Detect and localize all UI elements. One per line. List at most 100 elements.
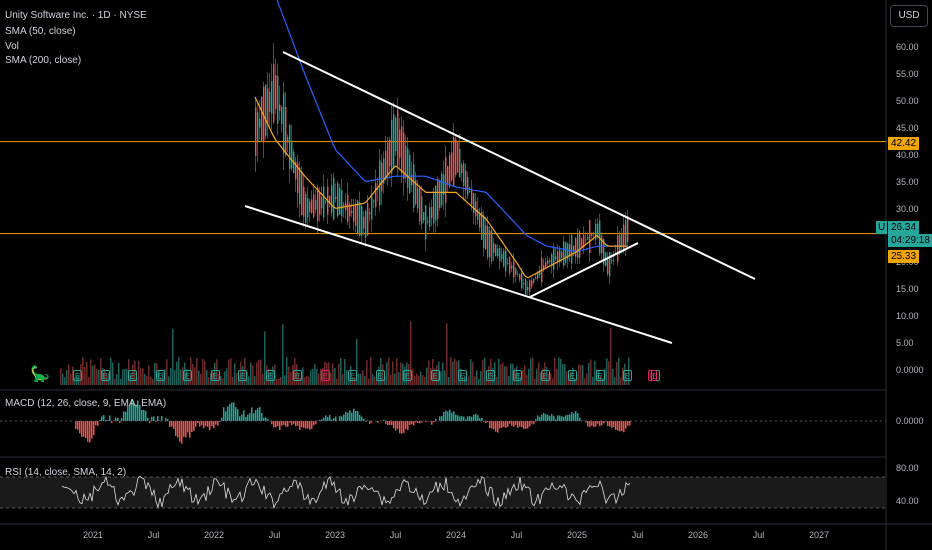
- candle-body: [421, 196, 423, 225]
- volume-bar: [208, 377, 210, 385]
- earnings-marker-icon[interactable]: E: [513, 370, 522, 381]
- earnings-marker-icon[interactable]: E: [128, 370, 137, 381]
- macd-bar: [475, 413, 477, 421]
- upcoming-earnings-icon[interactable]: E: [648, 370, 657, 381]
- candle-body: [261, 96, 263, 141]
- volume-bar: [94, 364, 96, 385]
- volume-bar: [138, 360, 140, 385]
- rsi-legend[interactable]: RSI (14, close, SMA, 14, 2): [5, 467, 127, 478]
- macd-bar: [477, 415, 479, 421]
- volume-bar: [236, 372, 238, 385]
- earnings-marker-icon[interactable]: E: [458, 370, 467, 381]
- macd-bar: [221, 417, 223, 421]
- tradingview-logo-icon[interactable]: 🦕: [30, 366, 50, 383]
- volume-bar: [374, 376, 376, 385]
- volume-bar: [506, 366, 508, 385]
- earnings-marker-icon[interactable]: E: [485, 370, 495, 381]
- candle-body: [455, 139, 457, 175]
- macd-bar: [109, 415, 111, 421]
- macd-bar: [191, 421, 193, 433]
- candle-body: [429, 207, 431, 227]
- price-axis-label: 50.00: [896, 95, 919, 106]
- earnings-marker-icon[interactable]: E: [403, 370, 412, 381]
- symbol-title[interactable]: Unity Software Inc. · 1D · NYSE: [5, 10, 147, 21]
- macd-bar: [341, 416, 343, 421]
- volume-bar: [592, 376, 594, 385]
- volume-bar: [402, 363, 404, 385]
- volume-bar: [484, 357, 486, 385]
- sma50-legend[interactable]: SMA (50, close): [5, 26, 76, 37]
- macd-bar: [259, 406, 261, 421]
- macd-bar: [309, 421, 311, 430]
- macd-bar: [471, 416, 473, 421]
- earnings-marker-icon[interactable]: E: [320, 370, 330, 381]
- macd-bar: [117, 417, 119, 421]
- macd-legend[interactable]: MACD (12, 26, close, 9, EMA, EMA): [5, 398, 167, 409]
- earnings-marker-icon[interactable]: E: [73, 370, 82, 381]
- volume-legend[interactable]: Vol: [5, 41, 19, 52]
- earnings-marker-icon[interactable]: E: [430, 370, 440, 381]
- earnings-marker-icon[interactable]: E: [540, 370, 550, 381]
- volume-bar: [184, 362, 186, 385]
- volume-bar: [142, 368, 144, 385]
- candle-body: [563, 241, 565, 266]
- macd-bar: [187, 421, 189, 433]
- earnings-marker-icon[interactable]: E: [210, 370, 220, 381]
- candle-body: [525, 279, 527, 295]
- macd-bar: [123, 411, 125, 421]
- volume-bar: [302, 367, 304, 385]
- macd-bar: [439, 416, 441, 421]
- macd-bar: [399, 421, 401, 434]
- macd-bar: [431, 421, 433, 425]
- sma200-legend[interactable]: SMA (200, close): [5, 55, 82, 66]
- earnings-marker-icon[interactable]: E: [348, 370, 357, 381]
- volume-bar: [252, 365, 254, 385]
- earnings-marker-icon[interactable]: E: [293, 370, 302, 381]
- volume-bar: [112, 362, 114, 385]
- candle-body: [531, 280, 533, 287]
- macd-bar: [533, 421, 535, 425]
- macd-bar: [267, 419, 269, 421]
- earnings-marker-icon[interactable]: E: [100, 370, 110, 381]
- volume-bar: [98, 369, 100, 385]
- price-axis-label: 30.00: [896, 203, 919, 214]
- macd-bar: [237, 409, 239, 421]
- time-axis-label: Jul: [631, 530, 644, 540]
- volume-bar: [120, 378, 122, 385]
- candle-body: [367, 203, 369, 236]
- volume-bar: [482, 359, 484, 385]
- candle-body: [449, 155, 451, 187]
- macd-bar: [463, 416, 465, 421]
- candle-body: [387, 142, 389, 175]
- earnings-marker-icon[interactable]: E: [265, 370, 275, 381]
- candle-body: [459, 148, 461, 178]
- macd-bar: [427, 421, 429, 422]
- macd-bar: [443, 411, 445, 421]
- volume-bar: [304, 377, 306, 385]
- volume-bar: [270, 372, 272, 385]
- macd-bar: [293, 421, 295, 424]
- candle-body: [549, 260, 551, 262]
- earnings-marker-icon[interactable]: E: [595, 370, 605, 381]
- time-axis-label: Jul: [752, 530, 765, 540]
- earnings-marker-icon[interactable]: E: [183, 370, 192, 381]
- macd-bar: [335, 416, 337, 421]
- earnings-marker-icon[interactable]: E: [238, 370, 247, 381]
- volume-bar: [546, 367, 548, 385]
- candle-body: [505, 250, 507, 272]
- volume-bar: [124, 368, 126, 385]
- earnings-marker-icon[interactable]: E: [623, 370, 632, 381]
- earnings-marker-icon[interactable]: E: [375, 370, 385, 381]
- currency-button[interactable]: USD: [890, 5, 928, 27]
- candle-body: [389, 139, 391, 167]
- macd-bar: [455, 414, 457, 421]
- candle-body: [487, 226, 489, 257]
- volume-bar: [538, 362, 540, 385]
- volume-bar: [390, 375, 392, 385]
- macd-bar: [99, 420, 101, 421]
- earnings-marker-icon[interactable]: E: [568, 370, 577, 381]
- candle-body: [371, 194, 373, 220]
- earnings-marker-icon[interactable]: E: [155, 370, 165, 381]
- macd-bar: [229, 403, 231, 421]
